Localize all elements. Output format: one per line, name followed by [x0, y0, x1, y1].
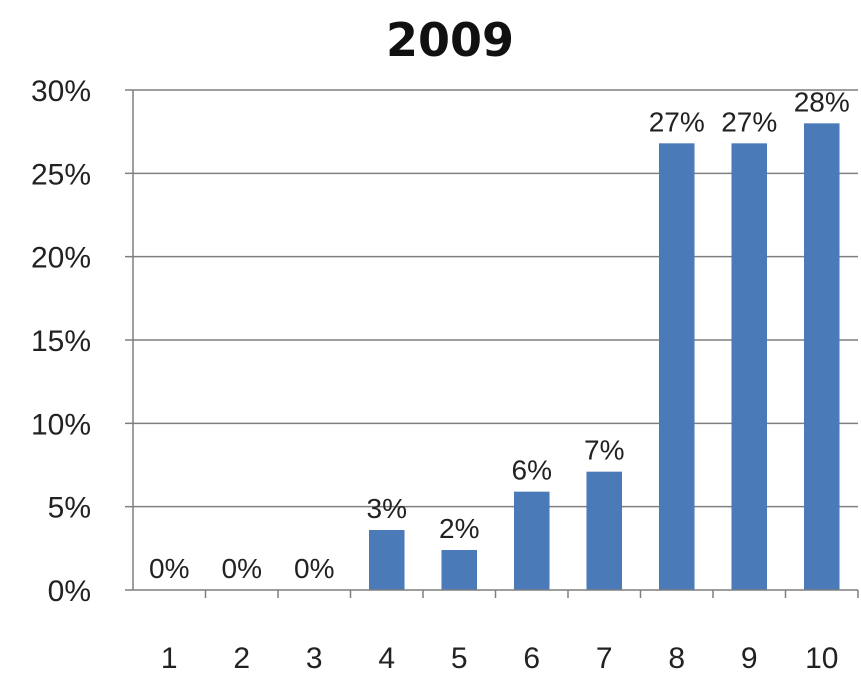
x-tick-label: 7 [596, 642, 613, 674]
bar [441, 550, 478, 590]
x-tick-label: 4 [378, 642, 395, 674]
data-label: 3% [367, 493, 407, 524]
y-tick-label: 10% [31, 408, 91, 441]
bars [368, 123, 840, 591]
bar [803, 123, 840, 590]
x-tick-label: 10 [805, 642, 838, 674]
y-tick-label: 15% [31, 325, 91, 358]
bar [513, 491, 550, 590]
data-label: 27% [649, 106, 705, 137]
y-tick-label: 20% [31, 242, 91, 275]
x-tick-label: 8 [668, 642, 685, 674]
x-tick-label: 5 [451, 642, 468, 674]
x-tick-label: 2 [233, 642, 250, 674]
data-label: 28% [794, 86, 850, 117]
data-label: 6% [512, 455, 552, 486]
x-tick-label: 1 [161, 642, 178, 674]
data-label: 0% [149, 553, 189, 584]
y-axis: 0% 5% 10% 15% 20% 25% 30% [31, 75, 134, 608]
x-tick-label: 3 [306, 642, 323, 674]
y-tick-label: 25% [31, 158, 91, 191]
y-tick-label: 0% [48, 575, 91, 608]
data-label: 0% [222, 553, 262, 584]
y-tick-label: 5% [48, 492, 91, 525]
bar [658, 143, 695, 591]
data-label: 27% [721, 106, 777, 137]
data-label: 7% [584, 435, 624, 466]
data-label: 2% [439, 513, 479, 544]
chart-title: 2009 [386, 13, 514, 67]
y-tick-label: 30% [31, 75, 91, 108]
x-tick-label: 6 [523, 642, 540, 674]
bar [368, 530, 405, 590]
bar [586, 471, 623, 590]
x-axis: 1 2 3 4 5 6 7 8 9 10 [133, 589, 859, 675]
data-labels: 0% 0% 0% 3% 2% 6% 7% 27% 27% 28% [149, 86, 850, 584]
x-tick-label: 9 [741, 642, 758, 674]
bar [731, 143, 768, 591]
data-label: 0% [294, 553, 334, 584]
